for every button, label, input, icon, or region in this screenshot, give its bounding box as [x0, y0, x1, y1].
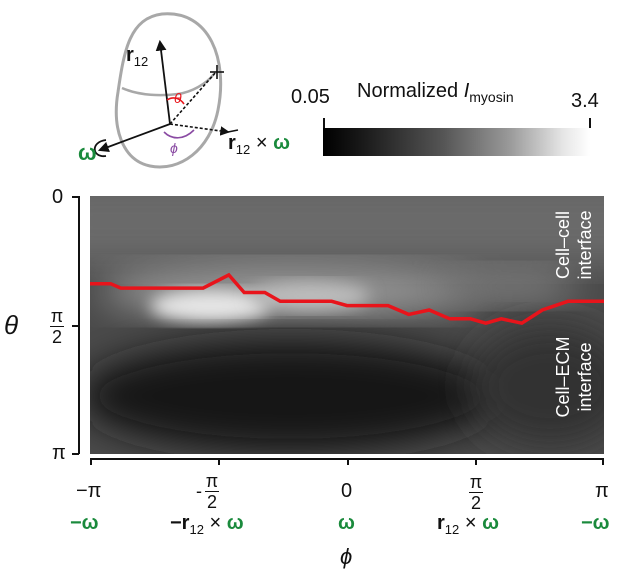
region-lower-label: Cell–ECM interface — [553, 336, 595, 418]
omega-label: ω — [78, 140, 97, 165]
point-direction — [169, 71, 217, 125]
cross-vector-end — [227, 129, 239, 133]
x-tick-mark — [602, 458, 604, 465]
x-tick-mark — [218, 458, 220, 465]
cross-vector — [169, 123, 230, 136]
y-tick-mark — [72, 453, 79, 455]
heatmap-hotspot-1 — [150, 290, 270, 322]
phi-arc — [163, 129, 195, 139]
cell-schematic: r12 θ ϕ ω r12 × ω — [60, 0, 310, 180]
x-direction-neg-omega-left: −ω — [70, 512, 99, 534]
heatmap-lower-right — [470, 326, 604, 446]
phi-symbol: ϕ — [170, 140, 178, 156]
x-tick-label-neg-pi: −π — [76, 480, 102, 502]
y-tick-mark — [72, 196, 79, 198]
colorbar-max-label: 3.4 — [571, 90, 599, 112]
heatmap-svg — [90, 196, 604, 454]
x-direction-neg-omega-right: −ω — [581, 512, 610, 534]
x-tick-mark — [475, 458, 477, 465]
x-direction-omega: ω — [338, 512, 355, 534]
cell-outline — [114, 12, 223, 169]
colorbar-tick-max — [589, 118, 591, 128]
r12-vector — [155, 39, 171, 125]
interface-curve — [121, 73, 215, 97]
y-tick-mark — [72, 325, 79, 327]
rotation-arrow — [93, 139, 107, 157]
theta-symbol: θ — [174, 90, 182, 106]
region-upper-label: Cell–cell interface — [553, 210, 595, 280]
colorbar-gradient — [323, 128, 590, 156]
theta-arc — [166, 97, 185, 105]
y-axis-label: θ — [4, 310, 19, 340]
x-direction-neg-r12-cross-omega: −r12 × ω — [170, 512, 244, 537]
heatmap-panel — [90, 196, 604, 454]
y-tick-label-0: 0 — [52, 186, 64, 208]
interface-boundary-line — [90, 272, 604, 326]
heatmap-dark-region — [90, 341, 500, 451]
heatmap-upper-band — [90, 196, 604, 266]
x-tick-mark — [90, 458, 92, 465]
heatmap-right-band — [440, 268, 580, 304]
colorbar-title: Normalized Imyosin — [357, 80, 514, 105]
cell-schematic-drawing — [93, 12, 239, 169]
r12-label: r12 — [126, 44, 149, 69]
omega-vector — [97, 123, 171, 153]
x-axis-label: ϕ — [340, 544, 353, 569]
cross-label: r12 × ω — [228, 132, 290, 157]
x-tick-mark — [347, 458, 349, 465]
x-tick-label-pi: π — [595, 480, 609, 502]
colorbar-tick-min — [323, 118, 325, 128]
x-direction-r12-cross-omega: r12 × ω — [437, 512, 499, 537]
y-tick-label-pi: π — [52, 442, 66, 464]
x-tick-label-0: 0 — [341, 480, 353, 502]
colorbar-min-label: 0.05 — [291, 86, 330, 108]
